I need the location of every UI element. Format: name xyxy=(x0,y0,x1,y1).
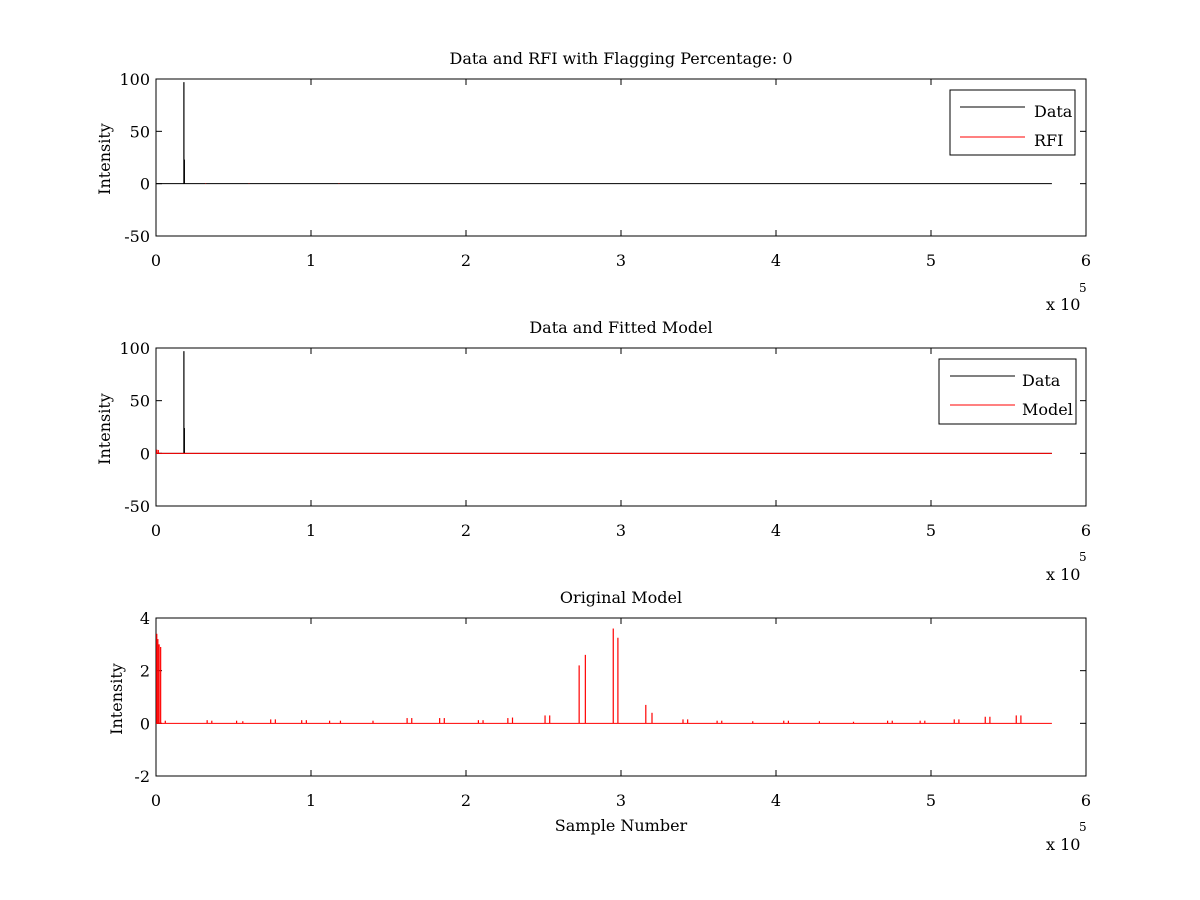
panel-model-x-tick-label: 4 xyxy=(771,521,781,540)
panel-model-ylabel: Intensity xyxy=(95,393,114,465)
panel-original-x-multiplier: x 10 xyxy=(1046,835,1080,854)
panel-original-x-tick-label: 0 xyxy=(151,791,161,810)
panel-original: Original Model Intensity Sample Number x… xyxy=(107,588,1087,854)
panel-rfi: Data and RFI with Flagging Percentage: 0… xyxy=(95,49,1087,314)
panel-original-title: Original Model xyxy=(560,588,682,607)
panel-rfi-legend-box xyxy=(949,89,1076,156)
panel-model-legend: Data Model xyxy=(938,358,1077,425)
panel-model-y-tick-label: 100 xyxy=(119,339,150,358)
panel-original-x-tick-label: 5 xyxy=(926,791,936,810)
panel-original-xlabel: Sample Number xyxy=(555,816,688,835)
panel-rfi-y-tick-label: -50 xyxy=(124,227,150,246)
panel-model-legend-label-model: Model xyxy=(1022,400,1073,419)
panel-rfi-ylabel: Intensity xyxy=(95,123,114,195)
panel-rfi-x-tick-label: 4 xyxy=(771,251,781,270)
panel-rfi-x-tick-label: 6 xyxy=(1081,251,1091,270)
panel-original-x-tick-label: 4 xyxy=(771,791,781,810)
panel-model-x-tick-label: 2 xyxy=(461,521,471,540)
panel-model-legend-box xyxy=(938,358,1077,425)
panel-model-x-tick-label: 3 xyxy=(616,521,626,540)
panel-rfi-x-tick-label: 3 xyxy=(616,251,626,270)
panel-original-y-tick-label: 2 xyxy=(140,662,150,681)
panel-model-y-tick-label: 0 xyxy=(140,444,150,463)
panel-model: Data and Fitted Model Intensity x 10 5 xyxy=(95,318,1087,584)
panel-original-y-tick-label: 0 xyxy=(140,714,150,733)
panel-rfi-x-multiplier-exponent: 5 xyxy=(1079,281,1087,295)
panel-rfi-legend: Data RFI xyxy=(949,89,1076,156)
panel-original-x-tick-label: 6 xyxy=(1081,791,1091,810)
panel-original-ylabel: Intensity xyxy=(107,663,126,735)
panel-model-x-tick-label: 0 xyxy=(151,521,161,540)
panel-model-y-tick-label: -50 xyxy=(124,497,150,516)
panel-rfi-legend-label-rfi: RFI xyxy=(1034,131,1063,150)
panel-model-legend-label-data: Data xyxy=(1022,371,1061,390)
panel-rfi-x-multiplier: x 10 xyxy=(1046,295,1080,314)
panel-model-x-tick-label: 1 xyxy=(306,521,316,540)
panel-rfi-x-tick-label: 0 xyxy=(151,251,161,270)
panel-rfi-x-tick-label: 2 xyxy=(461,251,471,270)
panel-original-y-tick-label: 4 xyxy=(140,609,150,628)
panel-rfi-y-tick-label: 50 xyxy=(130,122,150,141)
panel-model-x-multiplier-exponent: 5 xyxy=(1079,550,1087,564)
panel-rfi-y-tick-label: 100 xyxy=(119,70,150,89)
panel-original-x-multiplier-exponent: 5 xyxy=(1079,820,1087,834)
panel-rfi-y-tick-label: 0 xyxy=(140,175,150,194)
panel-rfi-title: Data and RFI with Flagging Percentage: 0 xyxy=(449,49,792,68)
panel-model-x-multiplier: x 10 xyxy=(1046,565,1080,584)
panel-model-y-tick-label: 50 xyxy=(130,392,150,411)
panel-model-x-tick-label: 5 xyxy=(926,521,936,540)
panel-model-x-tick-label: 6 xyxy=(1081,521,1091,540)
panel-rfi-x-tick-label: 1 xyxy=(306,251,316,270)
panel-model-title: Data and Fitted Model xyxy=(529,318,712,337)
panel-rfi-x-tick-label: 5 xyxy=(926,251,936,270)
panel-original-x-tick-label: 3 xyxy=(616,791,626,810)
panel-original-x-tick-label: 2 xyxy=(461,791,471,810)
panel-rfi-legend-label-data: Data xyxy=(1034,102,1073,121)
panel-original-x-tick-label: 1 xyxy=(306,791,316,810)
panel-original-y-tick-label: -2 xyxy=(134,767,150,786)
